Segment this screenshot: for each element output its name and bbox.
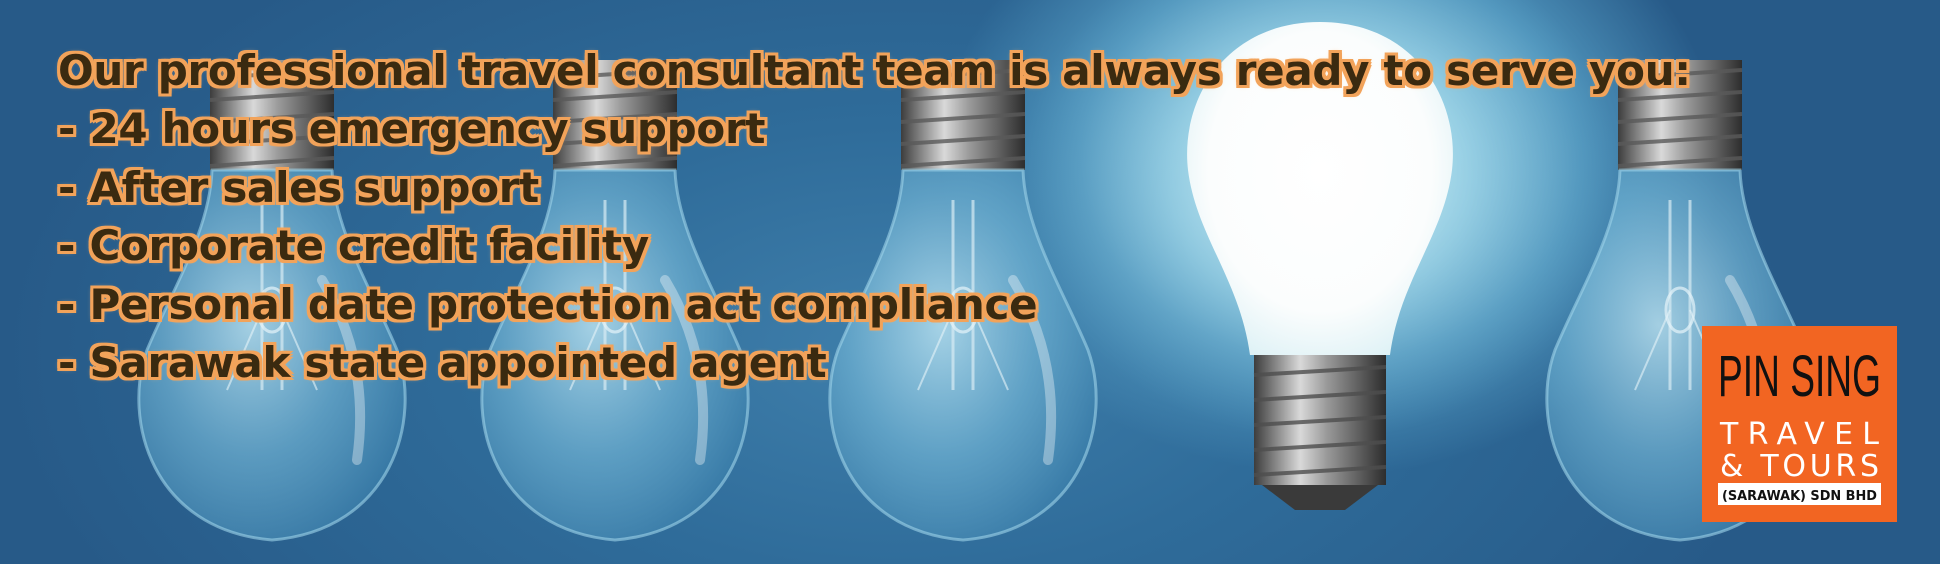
feature-item: - Personal date protection act complianc…: [58, 279, 1038, 329]
logo-line-tours: & TOURS: [1720, 449, 1879, 484]
company-logo: PIN SING TRAVEL & TOURS (SARAWAK) SDN BH…: [1702, 326, 1897, 522]
logo-subtitle-box: [1718, 483, 1881, 505]
lit-bulb: [1020, 0, 1620, 510]
headline: Our professional travel consultant team …: [58, 46, 1691, 95]
feature-item: - Corporate credit facility: [58, 221, 649, 270]
feature-list: - 24 hours emergency support - After sal…: [58, 100, 1038, 393]
logo-line-sarawak: (SARAWAK) SDN BHD: [1722, 489, 1877, 504]
logo-line-pin-sing: PIN SING: [1718, 344, 1881, 409]
logo-line-travel: TRAVEL: [1719, 417, 1879, 452]
feature-item: - After sales support: [58, 162, 539, 212]
feature-item: - 24 hours emergency support: [58, 104, 766, 153]
feature-item: - Sarawak state appointed agent: [58, 338, 827, 387]
